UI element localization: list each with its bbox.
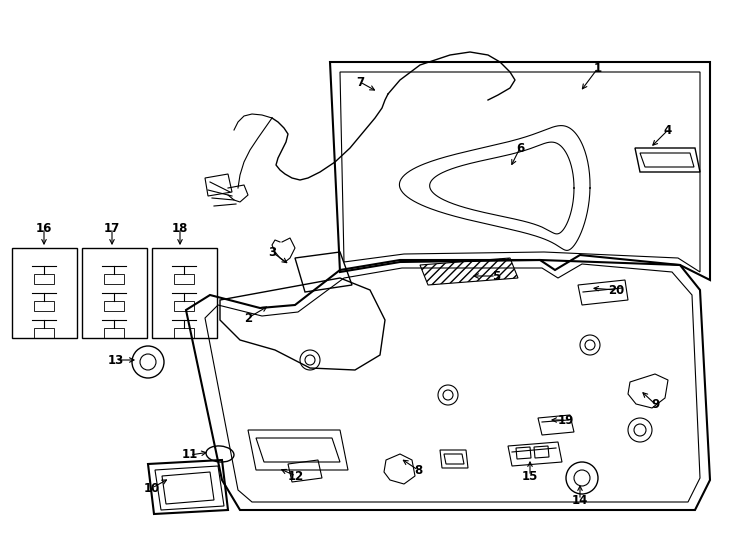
Bar — [174, 301, 194, 311]
Bar — [174, 328, 194, 338]
Bar — [152, 248, 217, 338]
Text: 2: 2 — [244, 312, 252, 325]
Text: 11: 11 — [182, 449, 198, 462]
Text: 18: 18 — [172, 221, 188, 234]
Text: 19: 19 — [558, 414, 574, 427]
Bar — [34, 301, 54, 311]
Bar — [12, 248, 77, 338]
Text: 13: 13 — [108, 354, 124, 367]
Bar — [104, 328, 124, 338]
Text: 1: 1 — [594, 62, 602, 75]
Text: 7: 7 — [356, 76, 364, 89]
Text: 12: 12 — [288, 469, 304, 483]
Text: 3: 3 — [268, 246, 276, 259]
Text: 10: 10 — [144, 482, 160, 495]
Text: 15: 15 — [522, 469, 538, 483]
Bar — [82, 248, 147, 338]
Text: 9: 9 — [651, 397, 659, 410]
Text: 17: 17 — [104, 221, 120, 234]
Text: 20: 20 — [608, 284, 624, 296]
Text: 5: 5 — [492, 269, 500, 282]
Text: 14: 14 — [572, 494, 588, 507]
Bar — [34, 274, 54, 284]
Text: 4: 4 — [664, 124, 672, 137]
Bar — [104, 274, 124, 284]
Text: 6: 6 — [516, 141, 524, 154]
Text: 16: 16 — [36, 221, 52, 234]
Text: 8: 8 — [414, 463, 422, 476]
Bar — [34, 328, 54, 338]
Bar — [174, 274, 194, 284]
Bar — [104, 301, 124, 311]
